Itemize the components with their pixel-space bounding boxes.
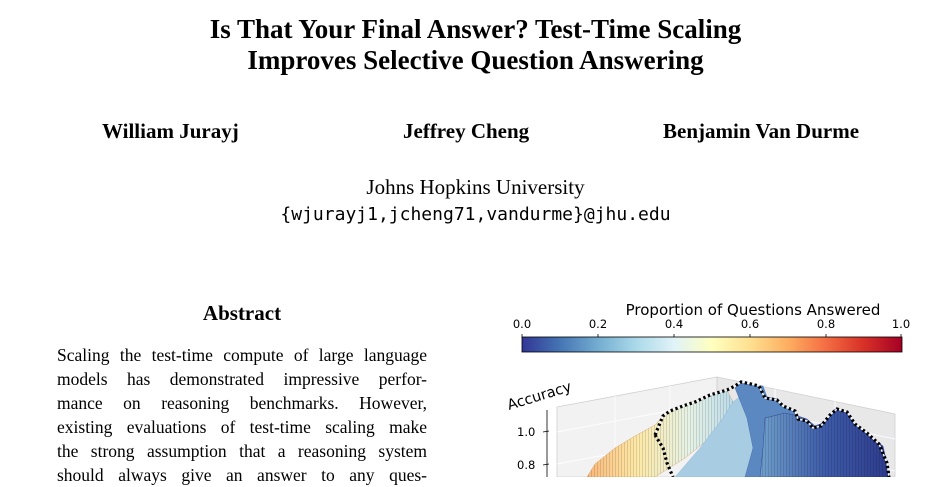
abstract-heading: Abstract: [202, 301, 282, 325]
surface-cool-texture: [760, 409, 890, 477]
z-tick-label: 0.8: [517, 458, 535, 472]
colorbar-tick-label: 0.0: [513, 317, 531, 331]
abstract-line: Scaling the test-time compute of large l…: [57, 345, 427, 365]
abstract-body: Scaling the test-time compute of large l…: [57, 343, 427, 487]
frontier-outline: [653, 380, 891, 478]
title-line-2: Improves Selective Question Answering: [247, 45, 704, 75]
colorbar-tick-label: 0.8: [817, 317, 835, 331]
figure-1: Proportion of Questions Answered 0.0 0.2…: [495, 298, 935, 478]
surface-warm-texture: [587, 390, 733, 477]
author-2: Jeffrey Cheng: [403, 119, 530, 143]
author-1: William Jurayj: [102, 119, 239, 143]
abstract-line: mance on reasoning benchmarks. However,: [57, 393, 427, 413]
author-3: Benjamin Van Durme: [663, 119, 860, 143]
abstract-line: models has demonstrated impressive perfo…: [57, 369, 427, 389]
z-tick-label: 1.0: [517, 425, 535, 439]
colorbar-tick-label: 0.4: [665, 317, 683, 331]
abstract-line: the strong assumption that a reasoning s…: [57, 441, 427, 461]
frontier-outline-inner: [654, 381, 890, 478]
email: {wjurayj1,jcheng71,vandurme}@jhu.edu: [280, 204, 671, 225]
colorbar-title: Proportion of Questions Answered: [626, 301, 881, 319]
title-line-1: Is That Your Final Answer? Test-Time Sca…: [209, 14, 742, 44]
colorbar-tick-label: 0.6: [741, 317, 759, 331]
abstract-line: existing evaluations of test-time scalin…: [57, 417, 427, 437]
affiliation: Johns Hopkins University: [366, 175, 585, 199]
surface-plot: Proportion of Questions Answered 0.0 0.2…: [505, 301, 910, 478]
paper-title: Is That Your Final Answer? Test-Time Sca…: [0, 14, 951, 76]
colorbar-tick-label: 0.2: [589, 317, 607, 331]
colorbar: [521, 336, 903, 353]
colorbar-tick-label: 1.0: [892, 317, 910, 331]
abstract-line: should always give an answer to any ques…: [57, 465, 427, 485]
